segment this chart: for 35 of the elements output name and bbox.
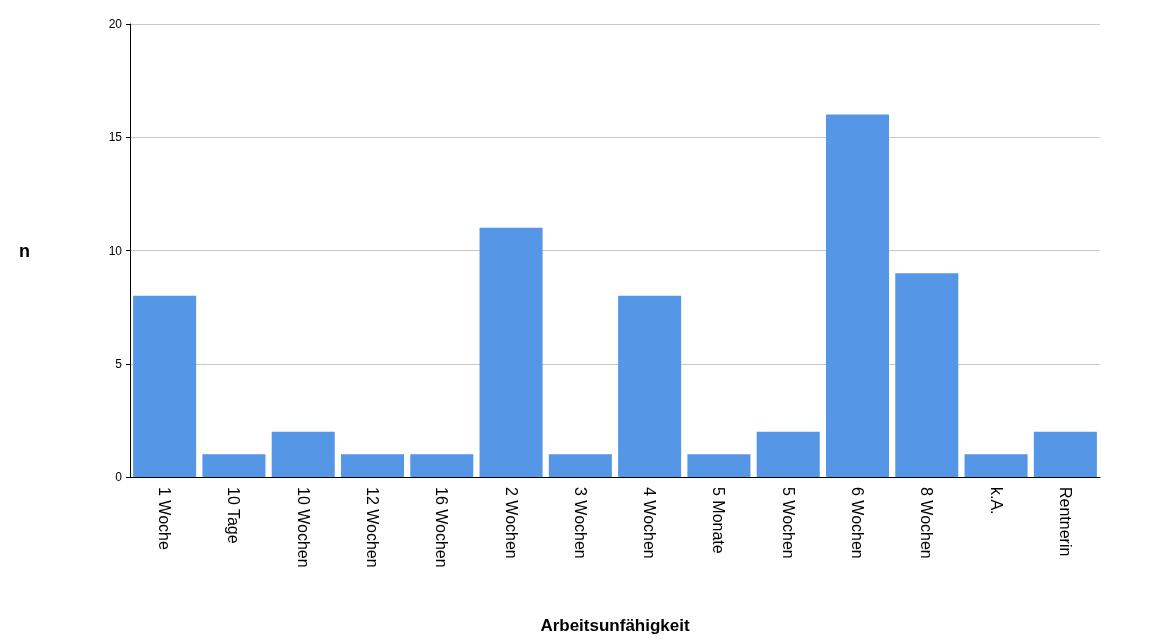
bar (410, 454, 474, 477)
y-tick-label: 0 (115, 470, 123, 484)
x-tick-label: 4 Wochen (641, 487, 659, 559)
x-tick-label: 12 Wochen (364, 487, 381, 568)
x-tick-label: 5 Wochen (779, 487, 797, 559)
x-axis-title: Arbeitsunfähigkeit (540, 616, 690, 635)
x-tick-label: Rentnerin (1056, 487, 1074, 557)
x-tick-label: 3 Wochen (571, 487, 589, 559)
x-tick-label: 8 Wochen (918, 487, 936, 559)
x-tick-label: 16 Wochen (433, 487, 451, 568)
y-axis-title: n (19, 240, 30, 261)
y-tick-label: 10 (108, 243, 123, 258)
x-tick-label: 1 Woche (156, 487, 174, 550)
bar (895, 273, 959, 477)
bar (964, 454, 1028, 477)
bar (133, 295, 197, 477)
x-tick-label: 5 Monate (710, 487, 728, 554)
x-tick-label: 10 Wochen (294, 487, 312, 568)
bar (1033, 431, 1097, 477)
y-tick-label: 5 (115, 356, 123, 371)
bar (479, 227, 543, 477)
x-tick-label: 10 Tage (225, 487, 243, 544)
bar (548, 454, 612, 477)
x-tick-label: k.A. (987, 487, 1005, 515)
bar (687, 454, 751, 477)
bar (340, 454, 405, 477)
bar (756, 431, 820, 477)
y-tick-label: 15 (108, 130, 123, 145)
y-tick-label: 20 (108, 17, 123, 31)
bar (271, 431, 335, 477)
bar (618, 295, 682, 477)
x-tick-label: 2 Wochen (502, 487, 520, 559)
bar (825, 114, 890, 477)
bar (202, 454, 266, 477)
x-tick-label: 6 Wochen (849, 487, 866, 559)
